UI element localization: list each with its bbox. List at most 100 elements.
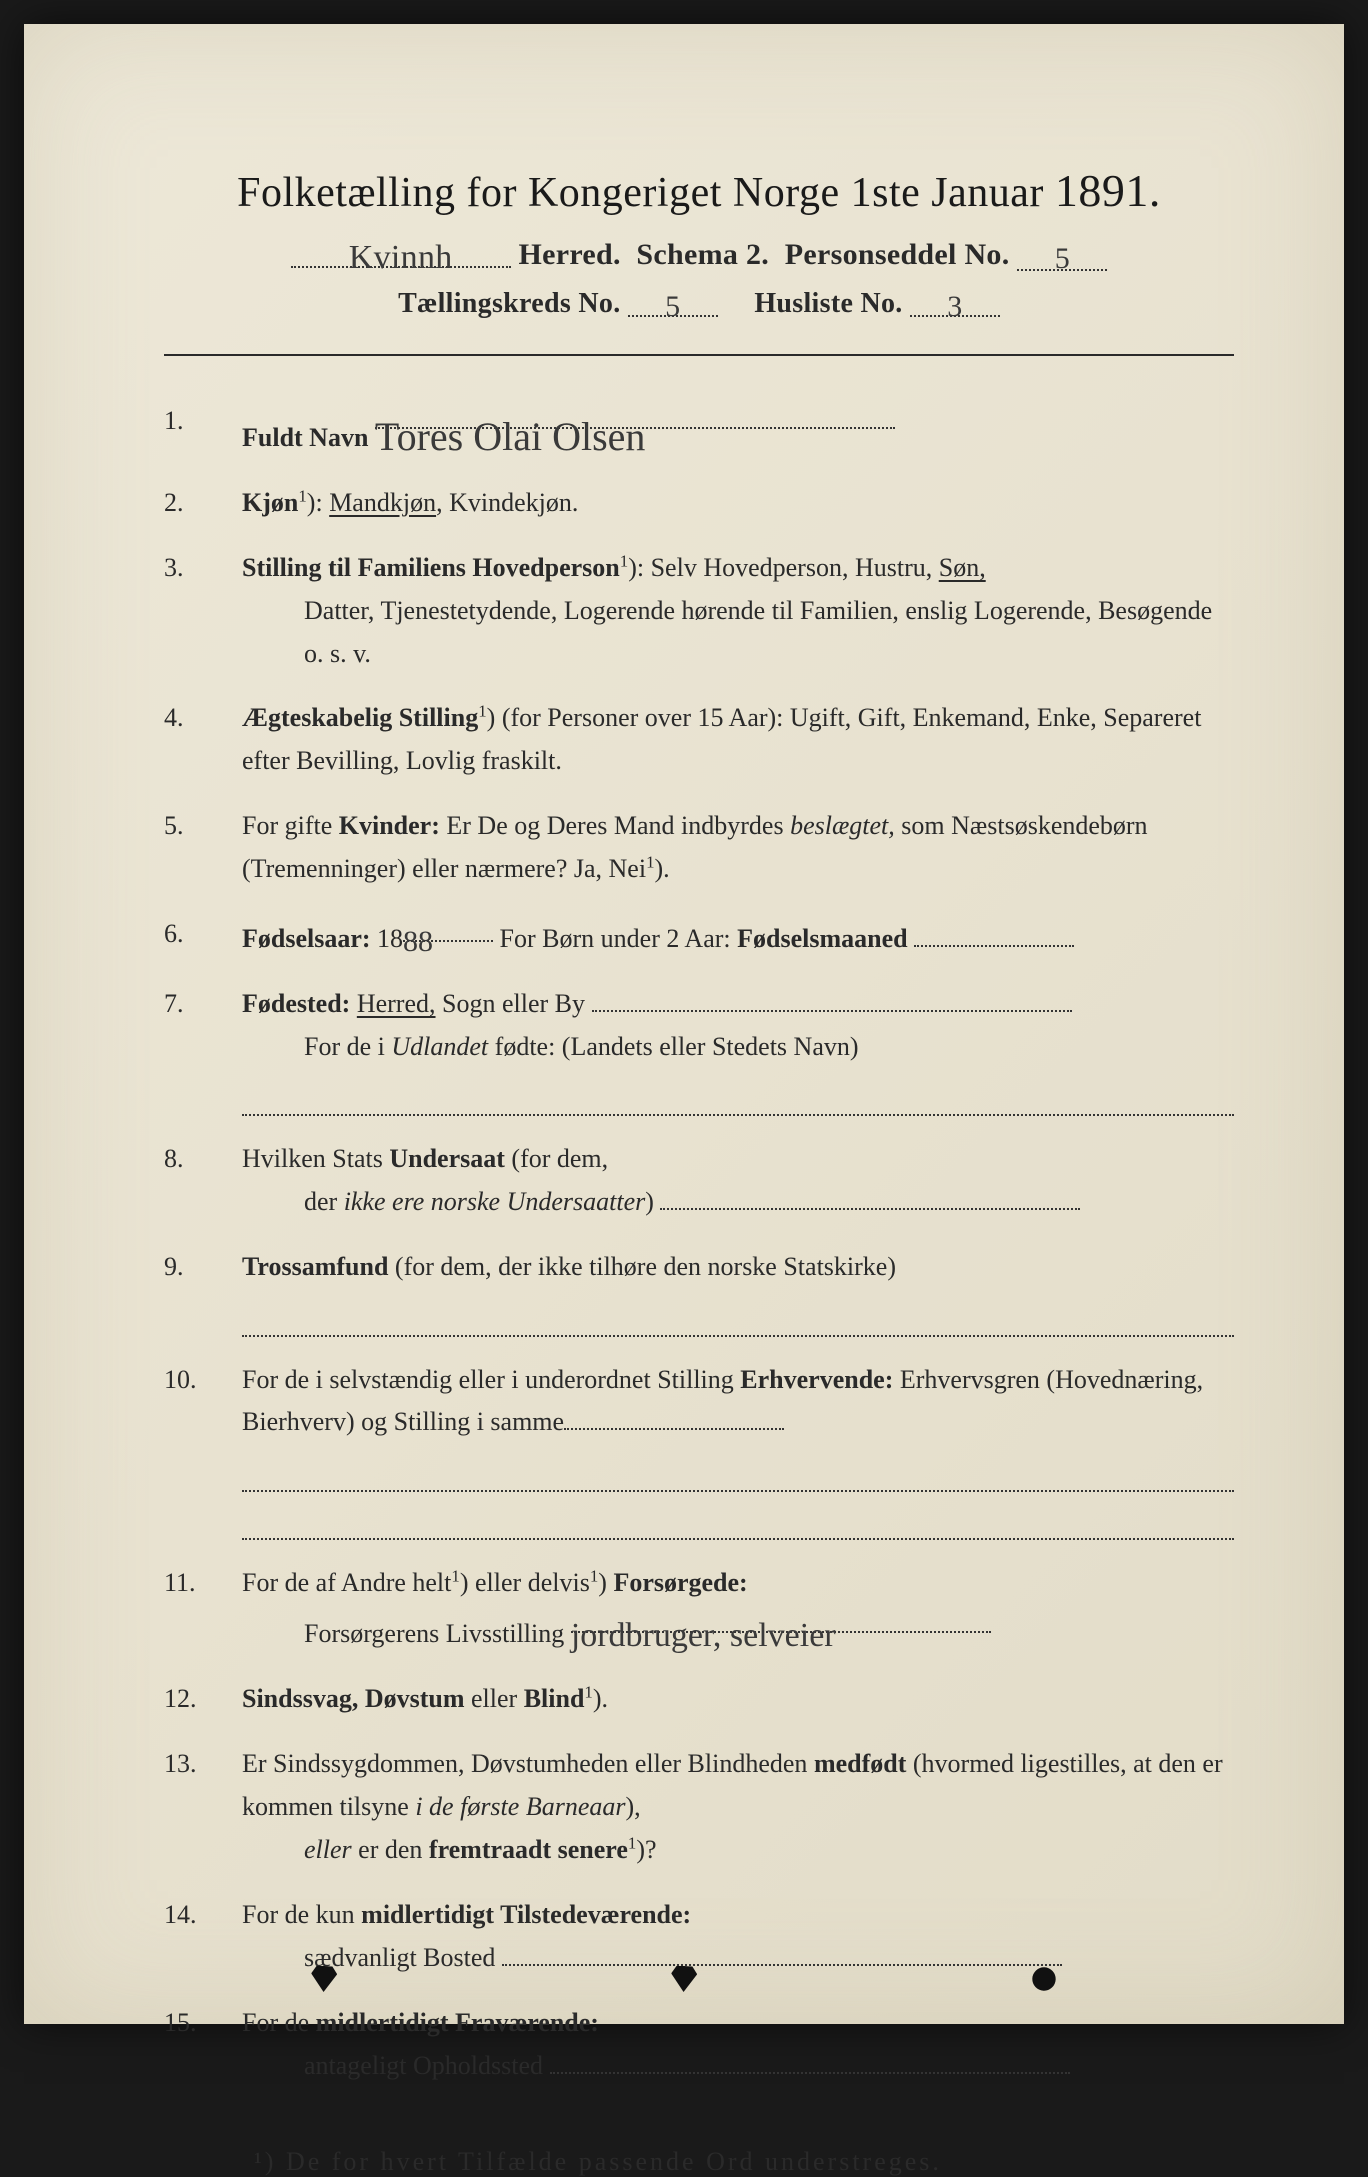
- item-9-text: (for dem, der ikke tilhøre den norske St…: [395, 1252, 896, 1281]
- herred-label: Herred.: [518, 238, 620, 271]
- item-8-l2-i: ikke ere norske Undersaatter: [344, 1187, 646, 1216]
- kreds-value: 5: [665, 290, 680, 323]
- sup-7: 1: [584, 1683, 592, 1702]
- item-11-mid: eller delvis: [475, 1568, 590, 1597]
- item-13-b: medfødt: [814, 1749, 906, 1778]
- item-6: Fødselsaar: 1888 For Børn under 2 Aar: F…: [164, 913, 1234, 961]
- item-15-b: midlertidigt Fraværende:: [316, 2008, 599, 2037]
- item-5-i: beslægtet,: [790, 811, 895, 840]
- item-11-l2-label: Forsørgerens Livsstilling: [304, 1619, 564, 1648]
- item-14-fill: [502, 1940, 1062, 1966]
- item-7-fill: [592, 986, 1072, 1012]
- item-10-fill3: [242, 1498, 1234, 1540]
- sup-4: 1: [646, 852, 654, 871]
- item-6-b2: Fødselsmaaned: [737, 924, 907, 953]
- item-7-l2-i: Udlandet: [391, 1032, 488, 1061]
- item-3-line2: Datter, Tjenestetydende, Logerende høren…: [242, 590, 1234, 633]
- item-3: Stilling til Familiens Hovedperson1): Se…: [164, 547, 1234, 676]
- item-5-pre: For gifte: [242, 811, 339, 840]
- kreds-field: 5: [628, 286, 718, 317]
- item-13-text3: er den: [358, 1835, 429, 1864]
- item-11-hand: jordbruger, selveier: [571, 1617, 836, 1654]
- item-7-label: Fødested:: [242, 989, 350, 1018]
- item-2-label: Kjøn: [242, 488, 298, 517]
- item-1-value: Tores Olai Olsen: [375, 414, 645, 459]
- kreds-label: Tællingskreds No.: [398, 288, 620, 319]
- schema-label: Schema 2.: [636, 238, 769, 271]
- item-5-b: Kvinder:: [339, 811, 440, 840]
- personseddel-field: 5: [1017, 238, 1107, 271]
- item-8: Hvilken Stats Undersaat (for dem, der ik…: [164, 1138, 1234, 1224]
- title-text: Folketælling for Kongeriget Norge 1ste J…: [237, 170, 1055, 216]
- item-7-u: Herred,: [357, 989, 436, 1018]
- item-6-mid: For Børn under 2 Aar:: [500, 924, 738, 953]
- census-form-page: Folketælling for Kongeriget Norge 1ste J…: [24, 24, 1344, 2024]
- item-3-underlined: Søn,: [939, 553, 986, 582]
- title-year: 1891.: [1055, 165, 1161, 216]
- item-8-pre: Hvilken Stats: [242, 1144, 389, 1173]
- item-13-text2: ),: [625, 1792, 640, 1821]
- item-7-fill2: [242, 1075, 1234, 1117]
- item-10-b: Erhvervende:: [740, 1365, 893, 1394]
- personseddel-value: 5: [1055, 242, 1070, 275]
- item-3-line3: o. s. v.: [242, 633, 1234, 676]
- item-10-fill2: [242, 1450, 1234, 1492]
- header-line-2: Kvinnh Herred. Schema 2. Personseddel No…: [164, 235, 1234, 272]
- husliste-label: Husliste No.: [754, 288, 902, 319]
- form-title: Folketælling for Kongeriget Norge 1ste J…: [164, 164, 1234, 217]
- item-11-line2: Forsørgerens Livsstilling jordbruger, se…: [242, 1604, 1234, 1656]
- item-13-b2: fremtraadt senere: [429, 1835, 628, 1864]
- item-13: Er Sindssygdommen, Døvstumheden eller Bl…: [164, 1743, 1234, 1872]
- item-13-i: i de første Barneaar: [415, 1792, 625, 1821]
- sup-3: 1: [478, 702, 486, 721]
- item-3-line1: Selv Hovedperson, Hustru,: [651, 553, 939, 582]
- sup-6: 1: [590, 1566, 598, 1585]
- sup-5: 1: [451, 1566, 459, 1585]
- item-13-pre: Er Sindssygdommen, Døvstumheden eller Bl…: [242, 1749, 814, 1778]
- form-header: Folketælling for Kongeriget Norge 1ste J…: [164, 164, 1234, 320]
- item-6-year-hand: 88: [403, 925, 433, 958]
- footnote: ¹) De for hvert Tilfælde passende Ord un…: [164, 2147, 1234, 2177]
- item-12-b1: Sindssvag, Døvstum: [242, 1684, 465, 1713]
- herred-value: Kvinnh: [349, 239, 453, 276]
- item-2: Kjøn1): Mandkjøn, Kvindekjøn.: [164, 482, 1234, 525]
- husliste-value: 3: [947, 290, 962, 323]
- item-6-fill: [914, 921, 1074, 947]
- item-13-i2: eller: [304, 1835, 352, 1864]
- marker-center: [671, 1966, 698, 1993]
- item-2-underlined: Mandkjøn: [329, 488, 436, 517]
- item-5-text: Er De og Deres Mand indbyrdes: [446, 811, 790, 840]
- item-9-b: Trossamfund: [242, 1252, 388, 1281]
- item-3-label: Stilling til Familiens Hovedperson: [242, 553, 620, 582]
- item-8-line2: der ikke ere norske Undersaatter): [242, 1181, 1234, 1224]
- item-11-pre: For de af Andre helt: [242, 1568, 451, 1597]
- item-11-b: Forsørgede:: [613, 1568, 747, 1597]
- form-items: Fuldt Navn Tores Olai Olsen Kjøn1): Mand…: [164, 400, 1234, 2087]
- sup-2: 1: [620, 551, 628, 570]
- item-1: Fuldt Navn Tores Olai Olsen: [164, 400, 1234, 460]
- item-13-tail: ?: [645, 1835, 657, 1864]
- item-5: For gifte Kvinder: Er De og Deres Mand i…: [164, 805, 1234, 891]
- item-8-text: (for dem,: [511, 1144, 608, 1173]
- item-10-pre: For de i selvstændig eller i underordnet…: [242, 1365, 740, 1394]
- edge-markers: [24, 1966, 1344, 1992]
- item-11-field: jordbruger, selveier: [571, 1604, 991, 1633]
- item-5-tail: ).: [655, 854, 670, 883]
- divider: [164, 354, 1234, 356]
- item-8-l2-pre: der: [304, 1187, 344, 1216]
- item-9-fill: [242, 1295, 1234, 1337]
- item-15-fill: [550, 2048, 1070, 2074]
- item-10-fill1: [564, 1404, 784, 1430]
- header-line-3: Tællingskreds No. 5 Husliste No. 3: [164, 286, 1234, 320]
- item-8-b: Undersaat: [389, 1144, 505, 1173]
- item-7-l2-post: fødte: (Landets eller Stedets Navn): [488, 1032, 858, 1061]
- item-10: For de i selvstændig eller i underordnet…: [164, 1359, 1234, 1540]
- herred-field: Kvinnh: [291, 235, 511, 268]
- item-8-fill: [660, 1184, 1080, 1210]
- item-12-mid: eller: [471, 1684, 524, 1713]
- item-6-year-prefix: 18: [377, 924, 403, 953]
- item-11: For de af Andre helt1) eller delvis1) Fo…: [164, 1562, 1234, 1657]
- item-15: For de midlertidigt Fraværende: antageli…: [164, 2002, 1234, 2088]
- item-9: Trossamfund (for dem, der ikke tilhøre d…: [164, 1246, 1234, 1336]
- item-1-field: Tores Olai Olsen: [375, 400, 895, 429]
